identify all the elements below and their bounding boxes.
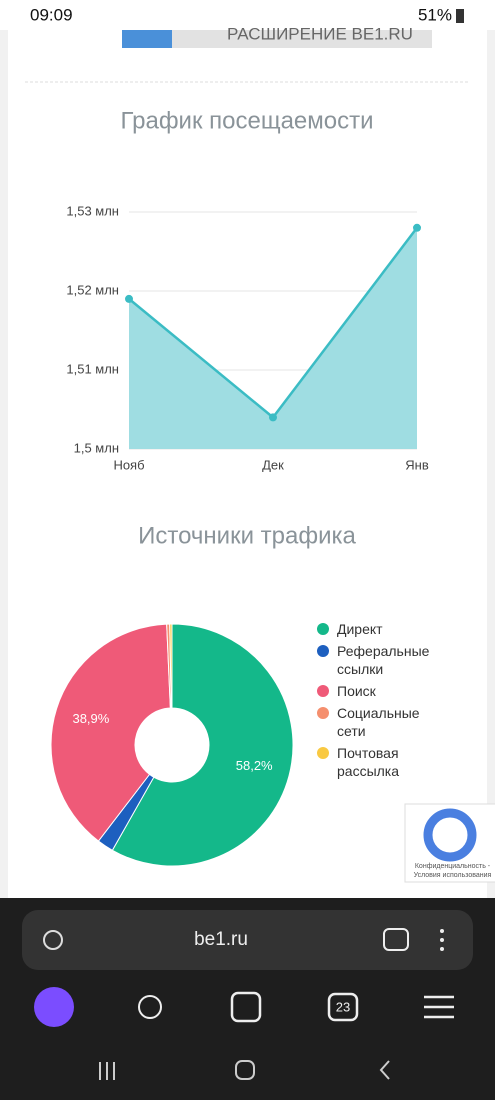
legend-item[interactable]: Почтовая рассылка bbox=[317, 744, 437, 780]
menu-dot[interactable] bbox=[440, 929, 444, 933]
clock: 09:09 bbox=[30, 5, 73, 24]
legend-label: Поиск bbox=[337, 683, 376, 699]
point bbox=[125, 294, 133, 303]
point bbox=[413, 223, 421, 232]
legend: Директ Реферальные ссылки Поиск Социальные … bbox=[317, 620, 437, 784]
nav-back[interactable] bbox=[379, 1060, 390, 1080]
y-tick-label: 1,5 млн bbox=[74, 440, 119, 455]
new-tab-icon[interactable] bbox=[230, 991, 262, 1023]
legend-label: Директ bbox=[337, 621, 383, 637]
recaptcha-text-box: Конфиденциальность - Условия использован… bbox=[413, 863, 492, 879]
banner bbox=[172, 30, 432, 48]
legend-swatch bbox=[317, 707, 329, 719]
nav-home[interactable] bbox=[235, 1060, 255, 1080]
reader-icon[interactable] bbox=[383, 928, 409, 951]
legend-swatch bbox=[317, 623, 329, 635]
y-tick-label: 1,52 млн bbox=[66, 282, 119, 297]
legend-item[interactable]: Реферальные ссылки bbox=[317, 642, 437, 678]
legend-item[interactable]: Поиск bbox=[317, 682, 437, 700]
reload-icon[interactable] bbox=[43, 930, 63, 950]
legend-swatch bbox=[317, 685, 329, 697]
legend-swatch bbox=[317, 645, 329, 657]
legend-item[interactable]: Директ bbox=[317, 620, 437, 638]
legend-label: Реферальные ссылки bbox=[337, 643, 430, 677]
legend-label: Почтовая рассылка bbox=[337, 745, 400, 779]
x-tick-label: Нояб bbox=[113, 457, 144, 472]
tabs-count[interactable]: 23 bbox=[336, 999, 350, 1014]
recaptcha-text: Конфиденциальность - Условия использован… bbox=[413, 863, 492, 879]
alice-button[interactable] bbox=[34, 987, 74, 1027]
menu-dot[interactable] bbox=[440, 947, 444, 951]
banner-text: РАСШИРЕНИЕ BE1.RU bbox=[227, 24, 413, 43]
data-label: 58,2% bbox=[236, 758, 273, 773]
y-tick-label: 1,51 млн bbox=[66, 361, 119, 376]
tabs-icon[interactable] bbox=[327, 992, 359, 1022]
legend-label: Социальные сети bbox=[337, 705, 420, 739]
slice bbox=[169, 623, 173, 709]
y-tick-label: 1,53 млн bbox=[66, 203, 119, 218]
slice bbox=[111, 623, 294, 867]
x-tick-label: Дек bbox=[262, 457, 284, 472]
legend-item[interactable]: Социальные сети bbox=[317, 704, 437, 740]
data-label: 38,9% bbox=[72, 711, 109, 726]
nav-recent[interactable] bbox=[99, 1062, 115, 1080]
recaptcha-logo bbox=[423, 808, 477, 862]
area bbox=[129, 227, 417, 449]
chart-title: График посещаемости bbox=[120, 107, 373, 134]
url[interactable]: be1.ru bbox=[194, 929, 248, 950]
battery: 51% bbox=[418, 5, 452, 24]
chart-title: Источники трафика bbox=[138, 522, 356, 549]
battery-icon bbox=[456, 9, 464, 23]
x-tick-label: Янв bbox=[405, 457, 429, 472]
legend-swatch bbox=[317, 747, 329, 759]
status-bar bbox=[0, 0, 495, 30]
banner-image bbox=[122, 30, 172, 48]
slice bbox=[50, 623, 171, 842]
share-icon[interactable] bbox=[138, 995, 162, 1019]
recaptcha[interactable]: Конфиденциальность - Условия использован… bbox=[404, 803, 495, 883]
url-bar[interactable] bbox=[22, 910, 473, 970]
menu-icon[interactable] bbox=[424, 995, 454, 1019]
menu-dot[interactable] bbox=[440, 938, 444, 942]
point bbox=[269, 413, 277, 422]
